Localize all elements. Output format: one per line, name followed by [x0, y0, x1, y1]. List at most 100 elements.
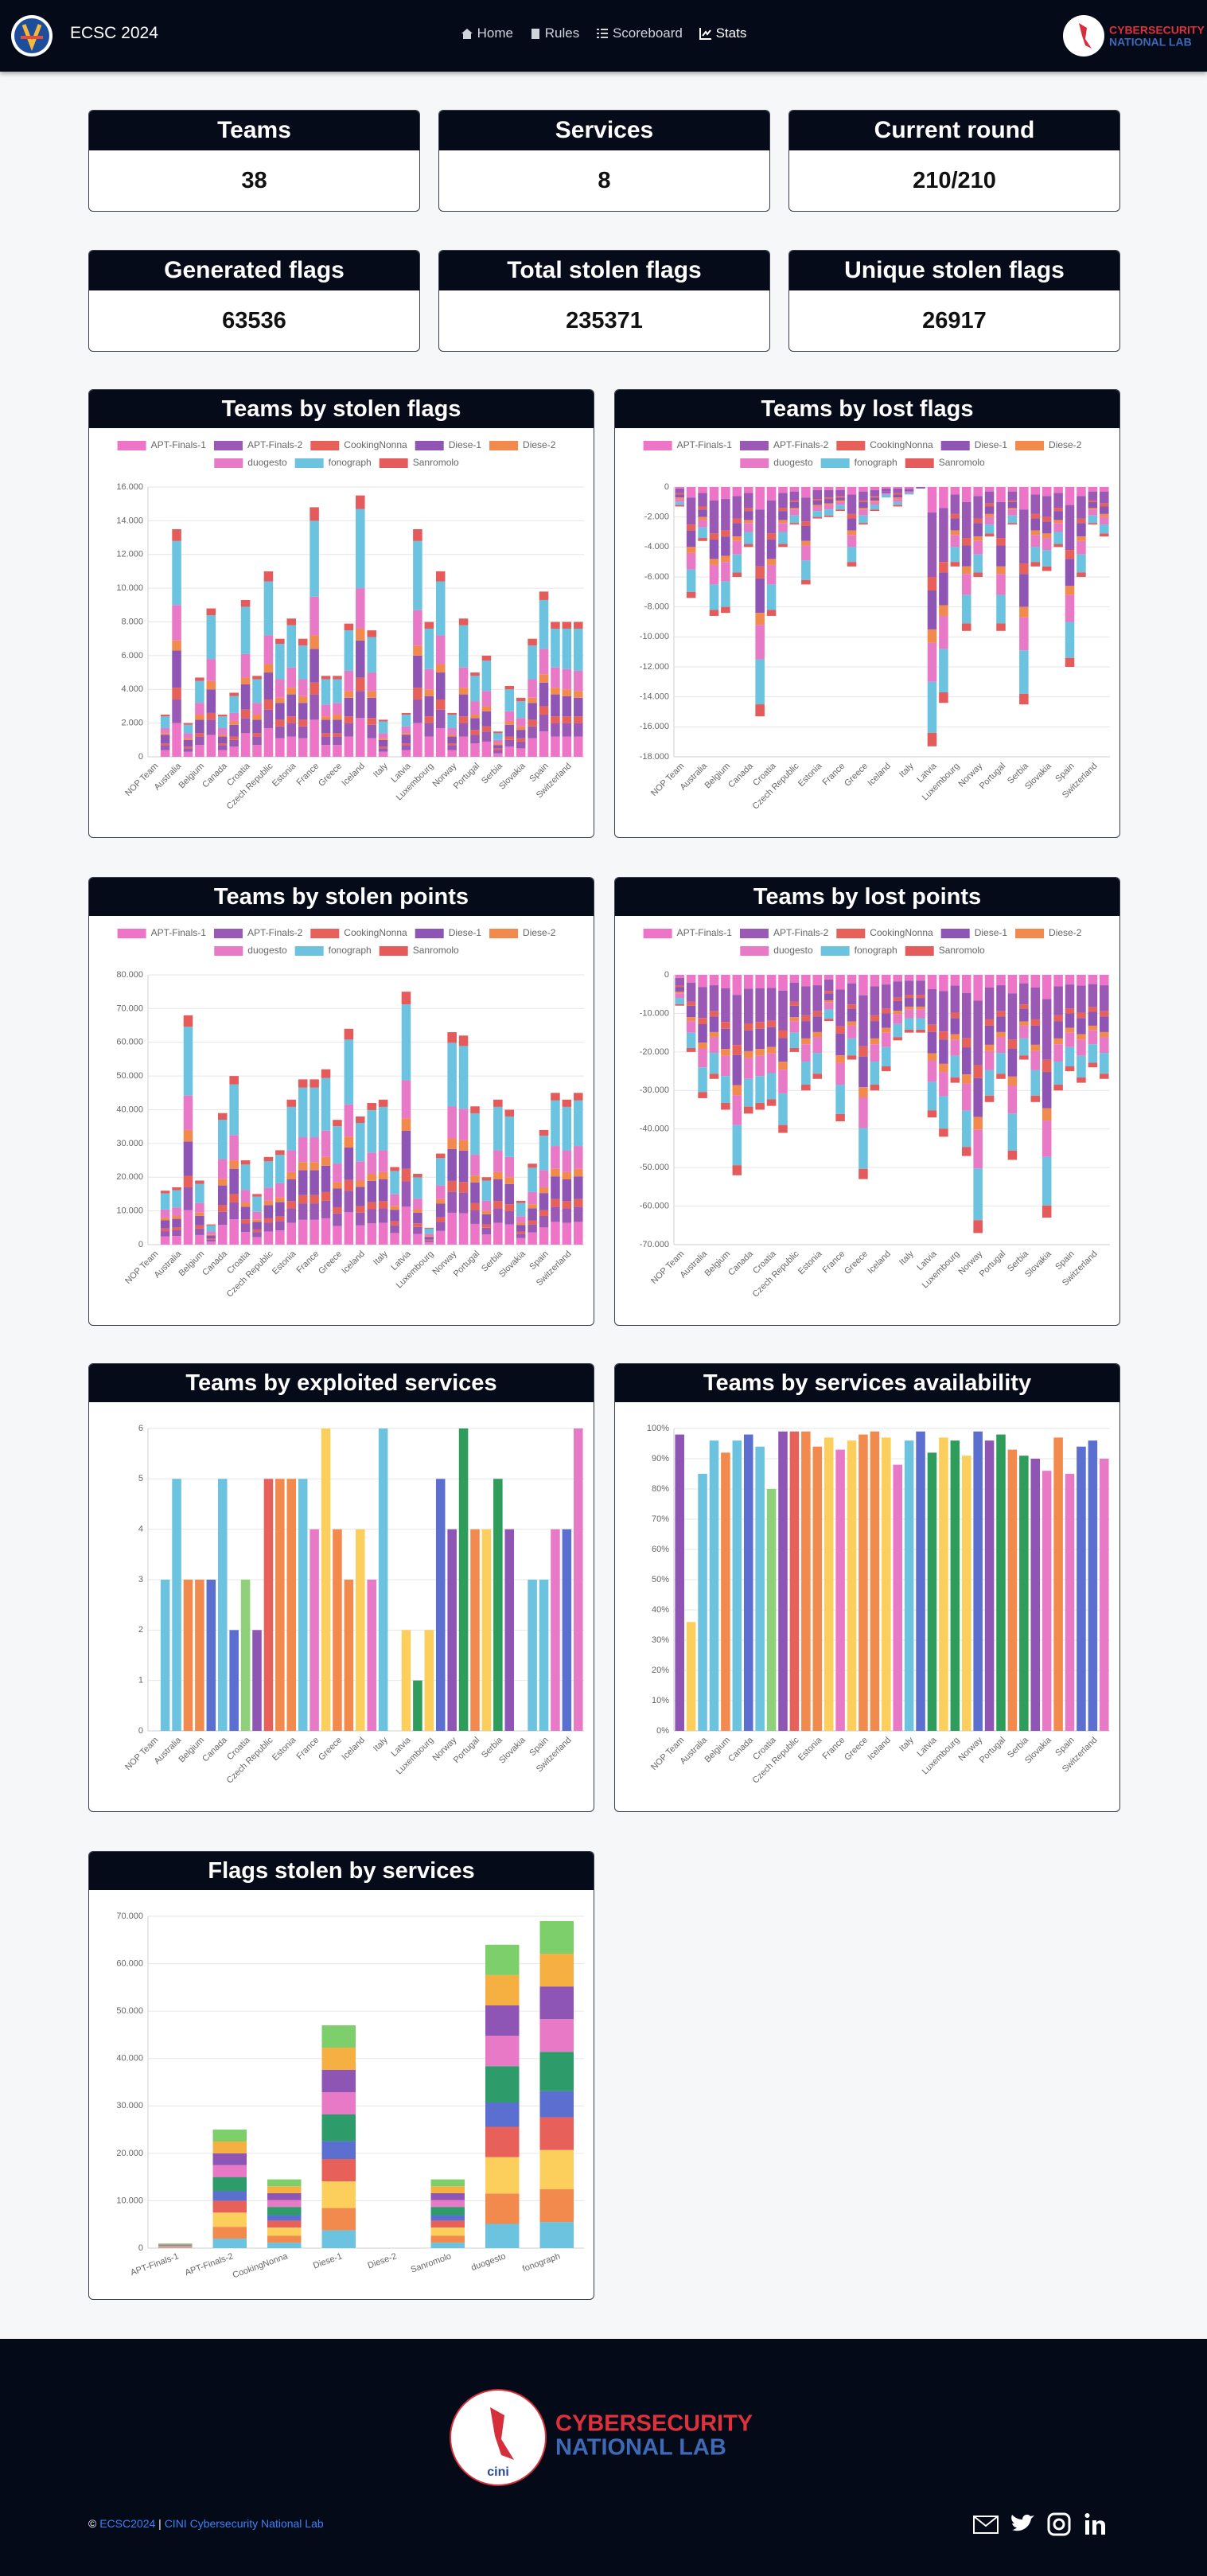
x-tick-label: Italy — [897, 761, 916, 779]
bar-segment — [778, 1124, 788, 1133]
bar-segment — [539, 2222, 574, 2248]
bar-segment — [183, 733, 193, 739]
bar-segment — [229, 1194, 239, 1203]
bar-segment — [812, 505, 823, 507]
x-tick-label: France — [821, 1249, 847, 1276]
bar — [778, 1431, 788, 1731]
bar-segment — [430, 2207, 465, 2216]
bar-segment — [447, 1180, 457, 1192]
bar-segment — [1088, 500, 1098, 502]
bar-segment — [835, 975, 845, 990]
chart: APT-Finals-1 APT-Finals-2 CookingNonna Dies… — [116, 927, 584, 1300]
stat-title: Generated flags — [89, 251, 419, 290]
bar-segment — [835, 505, 845, 510]
nav-item[interactable]: Stats — [699, 25, 746, 41]
x-tick-label: France — [821, 762, 847, 788]
bar-segment — [996, 1074, 1006, 1079]
bar-segment — [961, 501, 971, 539]
bar-segment — [267, 2243, 302, 2248]
bar-segment — [424, 723, 434, 737]
nav-item[interactable]: Rules — [530, 25, 579, 41]
brand[interactable]: ECSC 2024 — [70, 24, 158, 42]
bar-segment — [835, 1026, 845, 1034]
bar — [183, 1580, 193, 1731]
bar-segment — [927, 681, 937, 733]
bar-segment — [1030, 1025, 1041, 1045]
bar-segment — [778, 520, 788, 524]
bar-segment — [356, 1123, 365, 1162]
bar-segment — [333, 1163, 342, 1183]
bar-segment — [1007, 1039, 1018, 1049]
bar — [1019, 1456, 1029, 1731]
bar — [240, 1580, 251, 1731]
mail-icon[interactable] — [973, 2516, 999, 2534]
bar-segment — [1077, 518, 1086, 524]
bar-segment — [996, 566, 1006, 575]
bar-segment — [1065, 1066, 1075, 1072]
bar-segment — [481, 1180, 492, 1201]
bar-segment — [1065, 657, 1075, 667]
bar-segment — [1053, 532, 1063, 544]
bar-segment — [1019, 487, 1029, 510]
link[interactable]: ECSC2024 — [99, 2517, 156, 2530]
bar — [1053, 1437, 1063, 1731]
link[interactable]: CINI Cybersecurity National Lab — [164, 2517, 324, 2530]
bar-segment — [893, 1037, 902, 1041]
bar-segment — [801, 521, 811, 526]
bar-segment — [447, 1106, 457, 1139]
bar-segment — [721, 1022, 730, 1029]
bar-segment — [229, 1219, 239, 1245]
bar-segment — [430, 2235, 465, 2243]
legend-swatch — [1015, 929, 1045, 938]
bar-segment — [743, 493, 753, 509]
bar-segment — [229, 739, 239, 747]
bar-segment — [252, 733, 262, 737]
bar-segment — [229, 1076, 239, 1085]
bar-segment — [252, 679, 262, 703]
instagram-icon[interactable] — [1047, 2512, 1071, 2536]
bar-segment — [709, 1016, 719, 1032]
bar-segment — [551, 1222, 560, 1245]
bar-segment — [217, 1159, 228, 1179]
bar-segment — [528, 638, 537, 646]
nav-item[interactable]: Scoreboard — [596, 25, 683, 41]
bar-segment — [698, 493, 707, 507]
bar-segment — [252, 703, 262, 715]
bar-segment — [539, 2052, 574, 2091]
twitter-icon[interactable] — [1011, 2514, 1034, 2531]
bar-segment — [206, 680, 216, 690]
bar-segment — [686, 530, 696, 548]
bar — [939, 1437, 948, 1731]
bar-segment — [424, 716, 434, 723]
bar — [870, 1431, 880, 1731]
linkedin-icon[interactable] — [1084, 2513, 1106, 2535]
bar-segment — [240, 709, 251, 719]
bar-segment — [528, 645, 537, 680]
bar — [574, 1428, 583, 1731]
bar-segment — [344, 1028, 354, 1040]
bar-segment — [996, 623, 1006, 631]
bar-segment — [458, 716, 469, 723]
bar — [275, 1479, 285, 1731]
bar-segment — [562, 1222, 572, 1245]
bar-segment — [493, 1106, 503, 1151]
bar-segment — [562, 1179, 572, 1202]
bar-segment — [481, 731, 492, 742]
bar-segment — [217, 1120, 228, 1159]
bar-segment — [766, 1073, 777, 1100]
bar-segment — [1065, 622, 1075, 658]
legend-swatch — [117, 929, 146, 938]
y-tick-label: 1 — [138, 1676, 143, 1686]
bar-segment — [984, 1050, 995, 1070]
bar-segment — [528, 1167, 537, 1192]
legend-label: duogesto — [247, 457, 287, 468]
x-tick-label: Canada — [201, 1735, 229, 1763]
bar-segment — [267, 2186, 302, 2193]
bar-segment — [870, 1021, 880, 1039]
bar-segment — [195, 733, 204, 737]
bar-segment — [721, 499, 730, 531]
bar-segment — [686, 552, 696, 570]
bar-segment — [493, 1222, 503, 1245]
nav-item[interactable]: Home — [461, 25, 513, 41]
bar-segment — [413, 1174, 422, 1178]
